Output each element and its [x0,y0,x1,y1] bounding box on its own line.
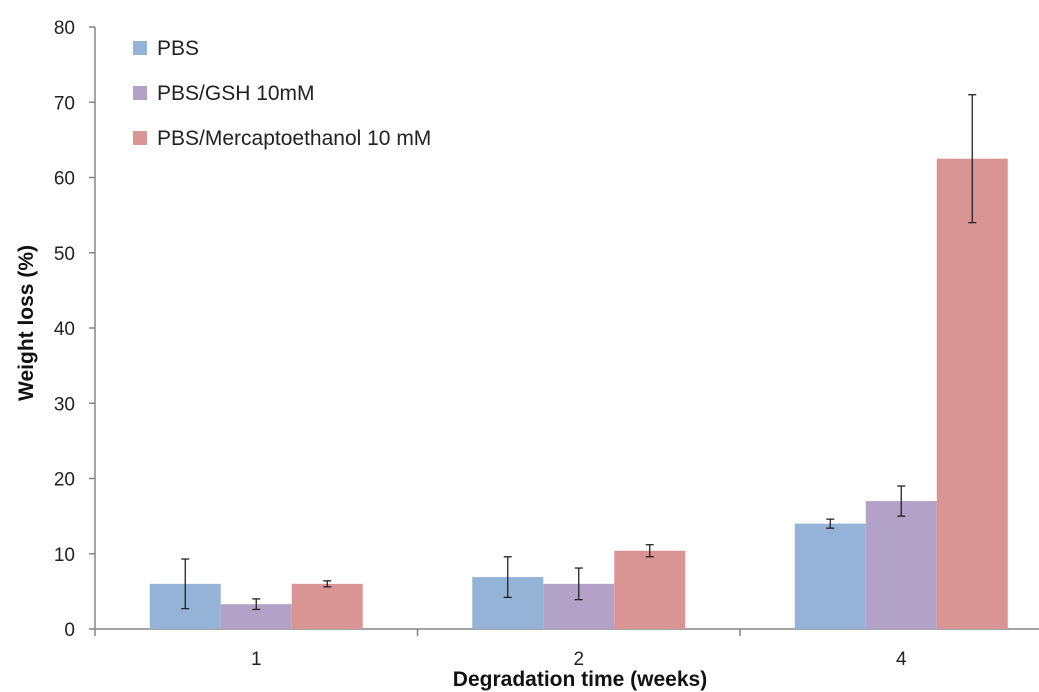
y-tick-label: 10 [54,545,75,566]
bar [614,550,686,629]
bar [794,523,866,629]
y-tick-label: 20 [54,470,75,491]
bar [291,583,363,629]
error-bars [181,94,977,611]
bar [936,158,1008,629]
y-tick-label: 70 [54,93,75,114]
y-axis-title: Weight loss (%) [15,245,38,401]
legend-swatch [133,86,147,100]
x-axis-title: Degradation time (weeks) [453,668,707,691]
x-tick-label: 2 [573,649,584,670]
legend: PBS PBS/GSH 10mM PBS/Mercaptoethanol 10 mM [133,37,431,150]
legend-label: PBS [157,37,199,60]
y-tick-label: 0 [64,620,75,641]
y-tick-label: 60 [54,169,75,190]
legend-label: PBS/Mercaptoethanol 10 mM [157,127,431,150]
x-tick-label: 4 [896,649,907,670]
y-tick-label: 30 [54,394,75,415]
bar [865,501,937,629]
bars [149,158,1008,629]
legend-label: PBS/GSH 10mM [157,82,315,105]
y-tick-label: 40 [54,319,75,340]
y-tick-label: 80 [54,18,75,39]
x-tick-label: 1 [251,649,262,670]
legend-swatch [133,131,147,145]
legend-swatch [133,41,147,55]
y-tick-label: 50 [54,244,75,265]
